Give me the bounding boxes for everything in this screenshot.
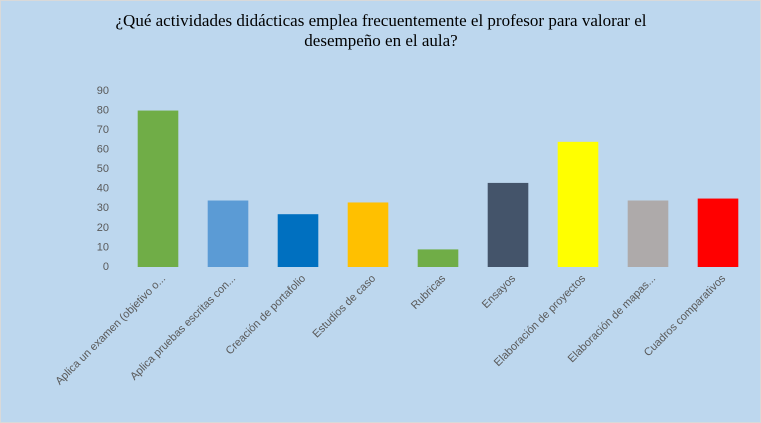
chart-title: ¿Qué actividades didácticas emplea frecu…	[115, 11, 647, 50]
y-tick-label: 70	[97, 124, 109, 136]
bar	[347, 202, 389, 267]
y-tick-label: 30	[97, 202, 109, 214]
x-tick-label: Cuadros comparativos	[642, 272, 729, 359]
x-tick-label: Ensayos	[480, 272, 519, 311]
y-tick-label: 50	[97, 163, 109, 175]
y-tick-label: 40	[97, 183, 109, 195]
bar	[277, 214, 319, 267]
bar	[627, 200, 669, 267]
bar	[557, 141, 599, 267]
bar	[417, 249, 459, 267]
x-tick-label: Aplica un examen (objetivo o...	[53, 273, 168, 388]
y-tick-label: 60	[97, 144, 109, 156]
y-tick-label: 20	[97, 222, 109, 234]
bar	[697, 198, 739, 267]
y-tick-label: 0	[103, 261, 109, 273]
y-tick-label: 10	[97, 241, 109, 253]
x-tick-label: Estudios de caso	[310, 273, 378, 341]
y-tick-label: 90	[97, 85, 109, 97]
x-tick-label: Creación de portafolio	[224, 273, 309, 358]
bar	[207, 200, 249, 267]
bar	[137, 110, 179, 267]
bar	[487, 182, 529, 267]
y-tick-label: 80	[97, 104, 109, 116]
x-tick-label: Rubricas	[409, 272, 449, 312]
